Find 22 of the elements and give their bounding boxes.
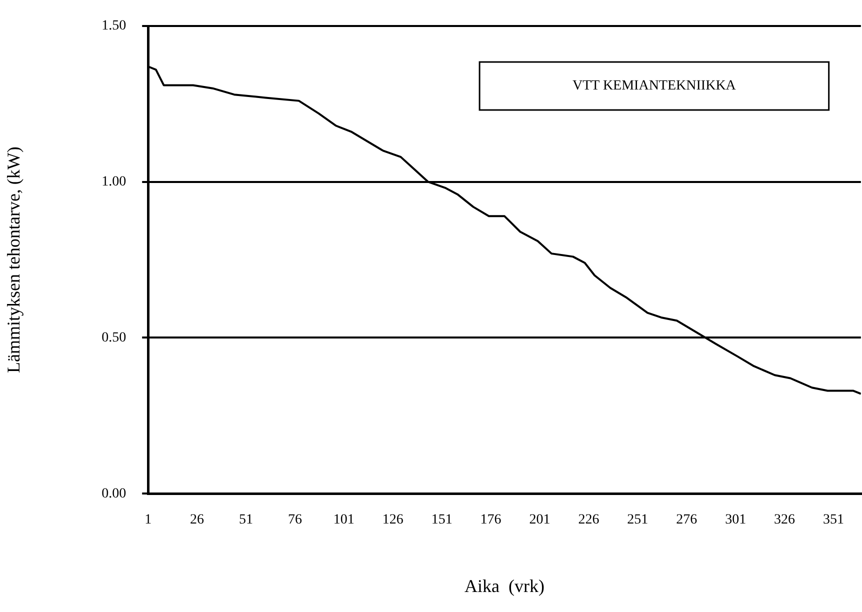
x-tick-label: 1 [144, 512, 152, 528]
x-tick-label: 351 [823, 512, 844, 528]
x-tick-label: 251 [627, 512, 648, 528]
x-axis-title: Aika (vrk) [464, 576, 544, 596]
x-tick-label: 76 [288, 512, 302, 528]
x-tick-label: 51 [239, 512, 254, 528]
x-tick-label: 101 [333, 512, 354, 528]
y-tick-label: 0.00 [102, 486, 126, 502]
y-tick-label: 0.50 [102, 330, 126, 346]
x-tick-label: 151 [431, 512, 452, 528]
y-axis-title: Lämmityksen tehontarve, (kW) [4, 146, 24, 374]
annotation: VTT KEMIANTEKNIIKKA [572, 78, 737, 94]
y-tick-label: 1.50 [102, 18, 126, 34]
x-tick-label: 276 [676, 512, 698, 528]
x-tick-label: 126 [382, 512, 404, 528]
x-tick-label: 26 [190, 512, 204, 528]
x-tick-label: 226 [578, 512, 600, 528]
y-tick-label: 1.00 [102, 174, 126, 190]
x-tick-label: 301 [725, 512, 746, 528]
x-tick-label: 201 [529, 512, 550, 528]
x-tick-label: 326 [774, 512, 796, 528]
x-tick-label: 176 [480, 512, 502, 528]
